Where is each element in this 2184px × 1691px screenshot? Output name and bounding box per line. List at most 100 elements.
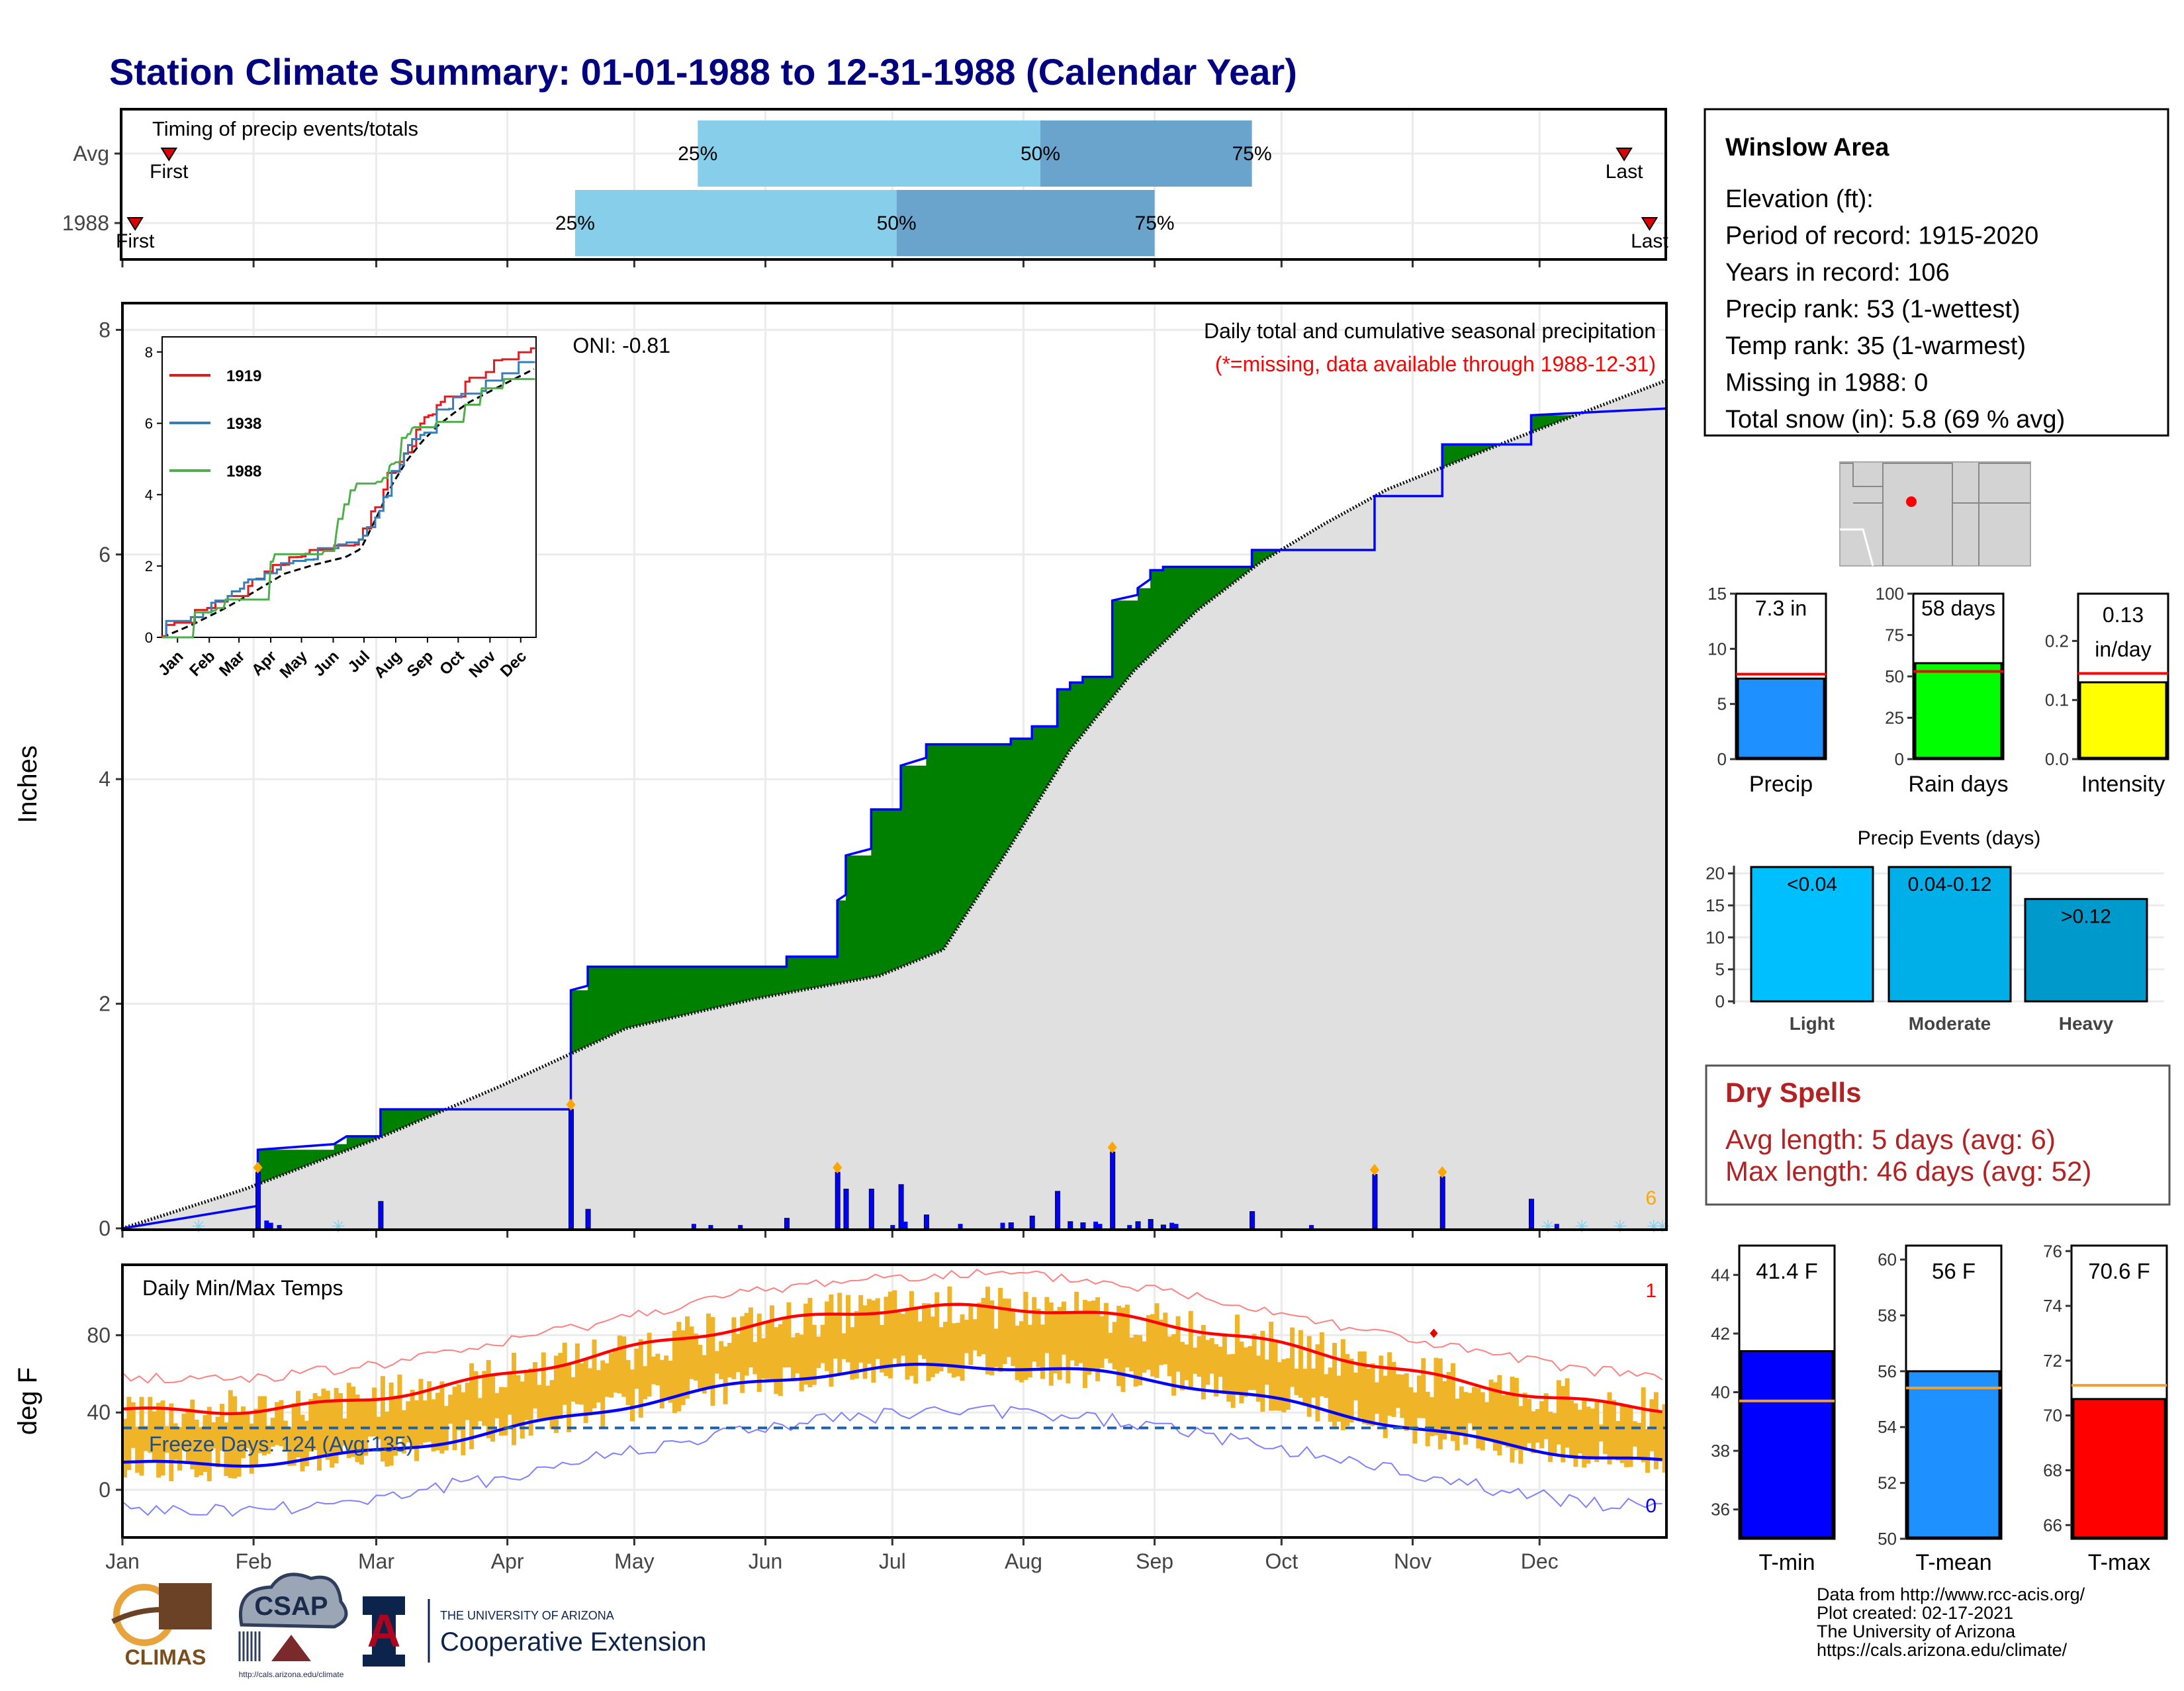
daily-precip-bar bbox=[1068, 1222, 1073, 1228]
daily-precip-bar bbox=[1169, 1223, 1174, 1228]
daily-temp-bar bbox=[626, 1360, 631, 1405]
precip-anomaly-strip bbox=[884, 809, 889, 974]
daily-precip-bar bbox=[379, 1201, 383, 1228]
daily-temp-bar bbox=[1159, 1320, 1163, 1365]
daily-temp-bar bbox=[1163, 1312, 1167, 1364]
precip-anomaly-strip bbox=[918, 766, 923, 960]
summary-tick-label: 25 bbox=[1885, 708, 1904, 728]
daily-temp-bar bbox=[520, 1381, 525, 1438]
precip-anomaly-strip bbox=[592, 967, 596, 1044]
daily-temp-bar bbox=[1108, 1333, 1113, 1363]
record-max-count: 1 bbox=[1645, 1280, 1657, 1302]
precip-anomaly-strip bbox=[605, 967, 610, 1038]
precip-anomaly-strip bbox=[275, 1150, 279, 1177]
precip-anomaly-strip bbox=[1447, 444, 1451, 465]
daily-temp-bar bbox=[448, 1394, 453, 1424]
daily-temp-bar bbox=[1277, 1362, 1282, 1410]
summary-value-label: 0.13 bbox=[2103, 603, 2144, 627]
daily-temp-bar bbox=[1658, 1414, 1662, 1461]
precip-anomaly-strip bbox=[1214, 567, 1218, 598]
daily-temp-bar bbox=[1451, 1363, 1455, 1441]
precip-anomaly-strip bbox=[715, 967, 719, 1008]
daily-temp-bar bbox=[524, 1371, 529, 1420]
daily-temp-bar bbox=[1079, 1313, 1083, 1363]
daily-precip-bar bbox=[785, 1218, 790, 1228]
precip-anomaly-strip bbox=[1007, 745, 1011, 852]
summary-tick-label: 0.2 bbox=[2045, 631, 2069, 651]
daily-temp-bar bbox=[655, 1353, 660, 1385]
station-info-line: Total snow (in): 5.8 (69 % avg) bbox=[1725, 406, 2065, 434]
daily-temp-bar bbox=[1040, 1324, 1045, 1379]
precip-anomaly-strip bbox=[664, 967, 668, 1020]
month-label: Apr bbox=[491, 1549, 524, 1573]
daily-temp-bar bbox=[833, 1314, 838, 1359]
month-label: Oct bbox=[1265, 1549, 1298, 1573]
temp-summary-tick-label: 52 bbox=[1878, 1473, 1897, 1493]
daily-precip-bar bbox=[269, 1223, 273, 1228]
daily-temp-bar bbox=[1231, 1354, 1236, 1408]
timing-row-label: 1988 bbox=[62, 211, 109, 235]
precip-anomaly-strip bbox=[1129, 600, 1134, 676]
month-label: Jun bbox=[749, 1549, 783, 1573]
station-info-line: Elevation (ft): bbox=[1725, 185, 1874, 213]
precip-anomaly-strip bbox=[660, 967, 664, 1021]
timing-p25-label: 25% bbox=[678, 143, 717, 165]
daily-temp-bar bbox=[1476, 1388, 1480, 1448]
daily-temp-bar bbox=[418, 1379, 423, 1445]
daily-temp-bar bbox=[1590, 1408, 1595, 1459]
temp-summary-bar bbox=[1741, 1351, 1833, 1537]
daily-temp-bar bbox=[1468, 1393, 1473, 1424]
precip-anomaly-strip bbox=[740, 967, 745, 1003]
precip-header-text: Daily total and cumulative seasonal prec… bbox=[1204, 319, 1656, 343]
daily-temp-bar bbox=[1197, 1336, 1202, 1377]
temp-ytick-label: 40 bbox=[87, 1400, 111, 1424]
events-title: Precip Events (days) bbox=[1858, 827, 2041, 849]
precip-anomaly-strip bbox=[702, 967, 707, 1011]
precip-anomaly-strip bbox=[998, 745, 1003, 866]
precip-anomaly-strip bbox=[1062, 689, 1066, 763]
daily-temp-bar bbox=[1527, 1399, 1531, 1443]
dry-avg-line: Avg length: 5 days (avg: 6) bbox=[1725, 1124, 2056, 1155]
daily-precip-bar bbox=[1148, 1219, 1153, 1228]
daily-temp-bar bbox=[694, 1334, 698, 1381]
daily-temp-bar bbox=[1375, 1383, 1379, 1414]
daily-temp-bar bbox=[1189, 1311, 1193, 1387]
temp-summary-tick-label: 40 bbox=[1711, 1383, 1730, 1402]
daily-temp-bar bbox=[1362, 1351, 1367, 1424]
precip-anomaly-strip bbox=[905, 766, 909, 966]
daily-temp-bar bbox=[1120, 1308, 1125, 1393]
precip-anomaly-strip bbox=[947, 745, 952, 944]
daily-temp-bar bbox=[922, 1303, 927, 1359]
daily-temp-bar bbox=[579, 1363, 584, 1404]
precip-anomaly-strip bbox=[770, 967, 774, 996]
precip-anomaly-strip bbox=[1028, 739, 1032, 818]
station-info-line: Precip rank: 53 (1-wettest) bbox=[1725, 296, 2021, 324]
daily-temp-bar bbox=[1302, 1369, 1307, 1406]
temp-summary-tick-label: 74 bbox=[2043, 1296, 2062, 1316]
daily-temp-bar bbox=[774, 1327, 778, 1394]
events-bin-label: <0.04 bbox=[1787, 874, 1837, 895]
daily-temp-bar bbox=[1281, 1359, 1286, 1412]
precip-anomaly-strip bbox=[782, 967, 787, 994]
daily-precip-bar bbox=[1127, 1225, 1132, 1228]
timing-title: Timing of precip events/totals bbox=[152, 117, 418, 140]
precip-ytick-label: 4 bbox=[99, 767, 111, 791]
daily-temp-bar bbox=[478, 1398, 482, 1421]
daily-temp-bar bbox=[1586, 1406, 1591, 1463]
precip-anomaly-strip bbox=[1184, 567, 1189, 623]
precip-anomaly-strip bbox=[807, 956, 812, 989]
daily-temp-bar bbox=[672, 1331, 677, 1413]
daily-temp-bar bbox=[609, 1353, 614, 1397]
daily-temp-bar bbox=[787, 1303, 792, 1367]
precip-anomaly-strip bbox=[939, 745, 944, 952]
daily-temp-bar bbox=[846, 1295, 850, 1363]
daily-temp-bar bbox=[1244, 1348, 1248, 1397]
inset-plot-area bbox=[162, 337, 536, 637]
summary-value-label: 58 days bbox=[1921, 596, 1995, 620]
timing-p75-label: 75% bbox=[1232, 143, 1272, 165]
precip-anomaly-strip bbox=[1205, 567, 1210, 604]
precip-anomaly-strip bbox=[821, 956, 825, 986]
daily-temp-bar bbox=[613, 1348, 617, 1393]
